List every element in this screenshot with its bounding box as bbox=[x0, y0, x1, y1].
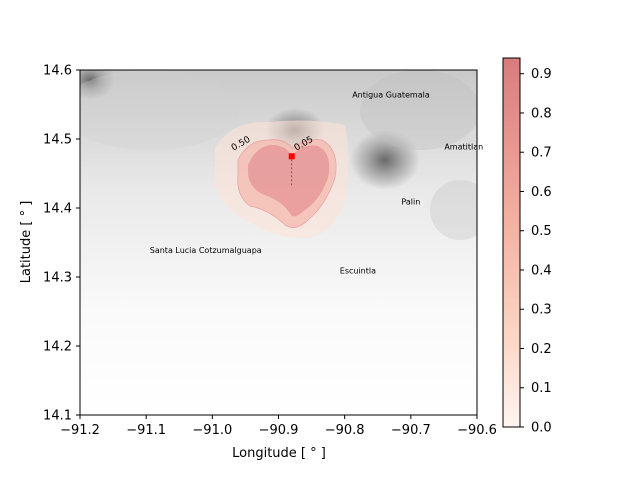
hazard-probability-contours bbox=[215, 120, 349, 239]
colorbar-tick-label: 0.1 bbox=[531, 381, 552, 396]
x-tick-label: −90.9 bbox=[259, 423, 299, 438]
x-axis: −91.2 −91.1 −91.0 −90.9 −90.8 −90.7 −90.6 bbox=[60, 415, 497, 438]
volcano-peak-shading bbox=[80, 70, 115, 100]
volcano-peak-shading bbox=[350, 130, 420, 190]
town-label: Antigua Guatemala bbox=[352, 91, 430, 100]
colorbar-tick-label: 0.9 bbox=[531, 67, 552, 82]
y-tick-label: 14.4 bbox=[43, 202, 72, 217]
x-tick-label: −91.1 bbox=[126, 423, 166, 438]
colorbar-tick-label: 0.7 bbox=[531, 146, 552, 161]
vent-marker bbox=[288, 153, 295, 160]
colorbar-tick-label: 0.6 bbox=[531, 185, 552, 200]
colorbar-tick-label: 0.8 bbox=[531, 106, 552, 121]
y-axis-label: Latitude [ ° ] bbox=[19, 201, 34, 284]
colorbar-frame bbox=[502, 57, 521, 428]
town-label: Palin bbox=[401, 198, 420, 207]
colorbar-tick-label: 0.0 bbox=[531, 421, 552, 436]
x-tick-label: −91.2 bbox=[60, 423, 100, 438]
y-tick-label: 14.3 bbox=[43, 271, 72, 286]
colorbar-tick-label: 0.5 bbox=[531, 224, 552, 239]
town-label: Escuintla bbox=[340, 267, 376, 276]
x-tick-label: −90.7 bbox=[391, 423, 431, 438]
town-label: Santa Lucia Cotzumalguapa bbox=[150, 246, 262, 255]
colorbar bbox=[503, 58, 520, 427]
colorbar-tick-label: 0.2 bbox=[531, 342, 552, 357]
colorbar-ticks: 0.0 0.1 0.2 0.3 0.4 0.5 0.6 0.7 0.8 0.9 bbox=[520, 67, 552, 436]
contour-0.50 bbox=[248, 145, 330, 217]
colorbar-tick-label: 0.3 bbox=[531, 303, 552, 318]
y-axis: 14.1 14.2 14.3 14.4 14.5 14.6 bbox=[43, 64, 80, 424]
y-tick-label: 14.6 bbox=[43, 64, 72, 79]
town-labels: Antigua Guatemala Amatitlan Palin Santa Luc… bbox=[150, 91, 483, 276]
x-tick-label: −90.8 bbox=[325, 423, 365, 438]
terrain-background bbox=[80, 70, 477, 415]
y-tick-label: 14.5 bbox=[43, 133, 72, 148]
x-axis-label: Longitude [ ° ] bbox=[232, 446, 326, 461]
y-tick-label: 14.2 bbox=[43, 340, 72, 355]
town-label: Amatitlan bbox=[444, 142, 483, 151]
y-tick-label: 14.1 bbox=[43, 409, 72, 424]
x-tick-label: −90.6 bbox=[457, 423, 497, 438]
x-tick-label: −91.0 bbox=[192, 423, 232, 438]
colorbar-tick-label: 0.4 bbox=[531, 263, 552, 278]
